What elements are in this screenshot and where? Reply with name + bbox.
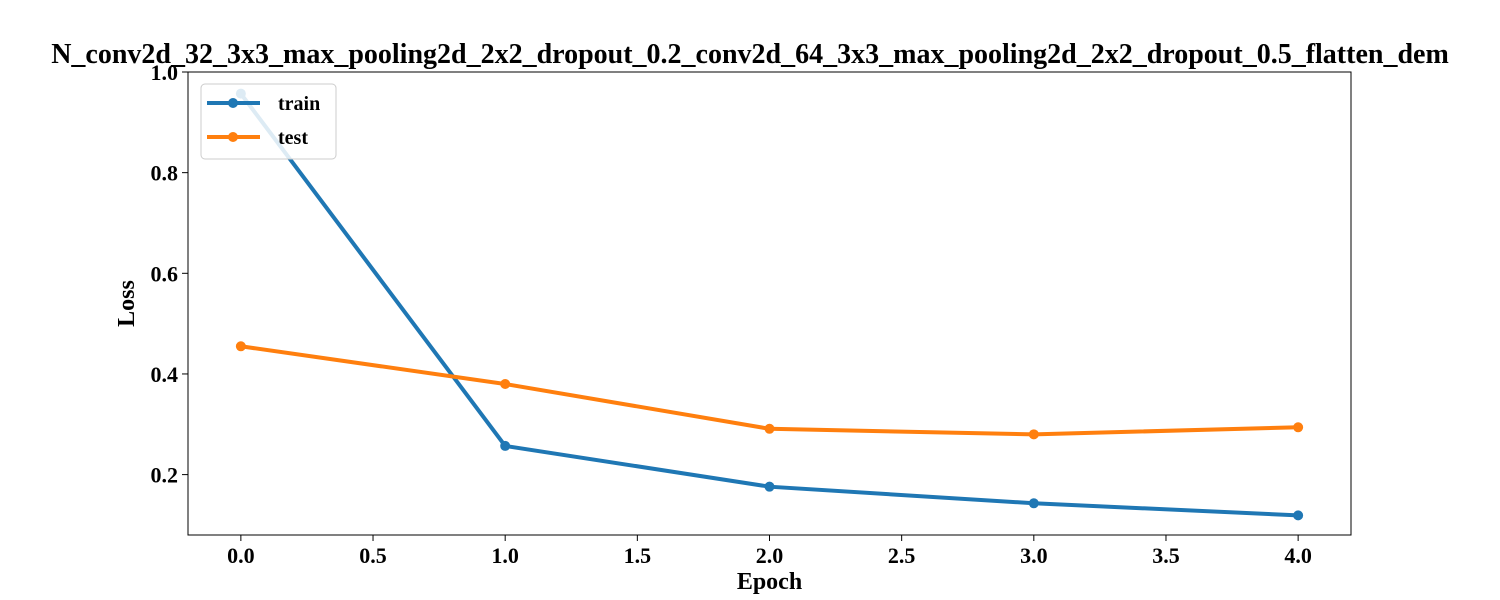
legend-marker-test bbox=[228, 132, 238, 142]
data-point-test bbox=[1028, 429, 1039, 440]
series-line-test bbox=[240, 344, 1299, 437]
data-point-test bbox=[500, 379, 511, 390]
x-tick-label: 0.5 bbox=[359, 543, 387, 568]
y-tick-label: 0.2 bbox=[151, 463, 179, 488]
series-line-train bbox=[239, 92, 1299, 518]
plot-area-frame bbox=[187, 71, 1352, 536]
legend: train test bbox=[200, 83, 337, 160]
y-tick-label: 0.8 bbox=[151, 161, 179, 186]
data-point-test bbox=[235, 341, 246, 352]
legend-label-train: train bbox=[278, 93, 320, 115]
x-tick-label: 1.5 bbox=[624, 543, 652, 568]
chart-title: N_conv2d_32_3x3_max_pooling2d_2x2_dropou… bbox=[51, 39, 1449, 70]
y-tick-label: 1.0 bbox=[151, 60, 179, 85]
legend-marker-train bbox=[228, 98, 238, 108]
data-point-train bbox=[1028, 498, 1039, 509]
x-tick-label: 2.0 bbox=[756, 543, 784, 568]
data-point-train bbox=[1293, 510, 1304, 521]
y-tick-label: 0.4 bbox=[151, 362, 179, 387]
data-point-train bbox=[500, 440, 511, 451]
x-tick-label: 0.0 bbox=[227, 543, 255, 568]
data-point-test bbox=[764, 423, 775, 434]
x-axis-label: Epoch bbox=[737, 569, 802, 595]
x-tick-label: 2.5 bbox=[888, 543, 916, 568]
x-tick-label: 1.0 bbox=[491, 543, 519, 568]
x-tick-label: 3.5 bbox=[1152, 543, 1180, 568]
data-point-test bbox=[1293, 422, 1304, 433]
y-axis-label: Loss bbox=[114, 280, 140, 327]
x-tick-label: 3.0 bbox=[1020, 543, 1048, 568]
x-tick-label: 4.0 bbox=[1284, 543, 1312, 568]
y-tick-label: 0.6 bbox=[151, 261, 179, 286]
legend-label-test: test bbox=[278, 127, 308, 149]
data-point-train bbox=[764, 481, 775, 492]
